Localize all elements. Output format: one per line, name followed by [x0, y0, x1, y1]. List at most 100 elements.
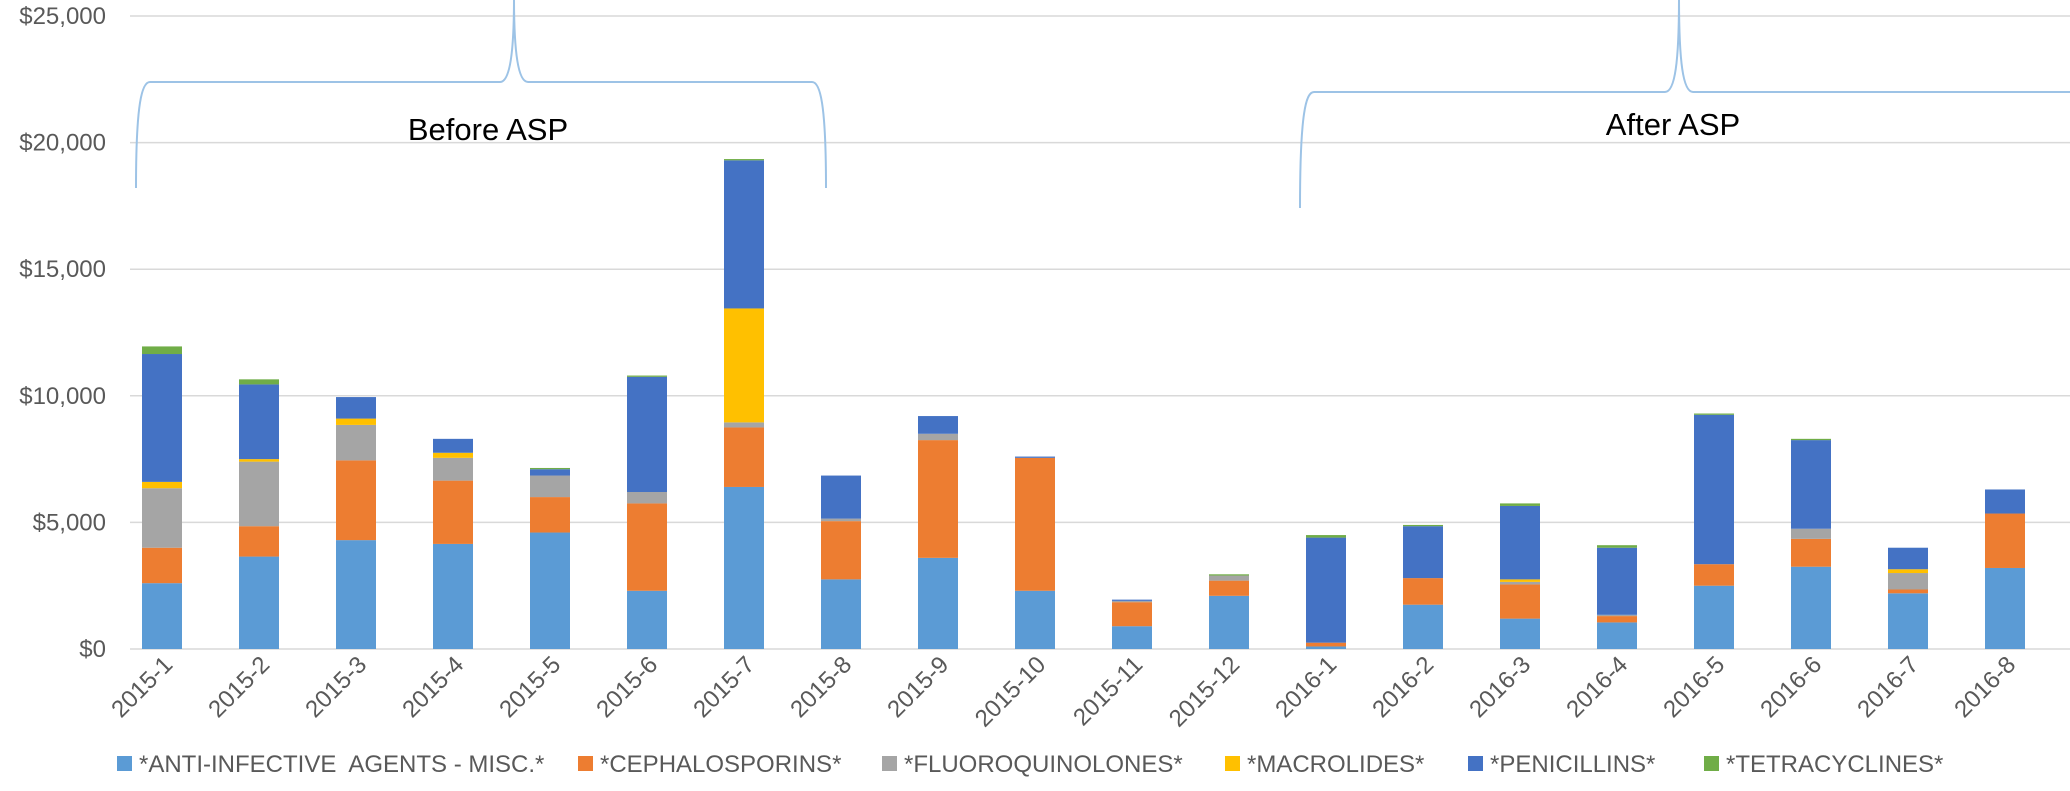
x-tick-label: 2015-9: [882, 651, 954, 723]
bar-segment-2015-1-2: [142, 488, 182, 548]
bar-segment-2015-8-1: [821, 521, 861, 580]
x-tick-label: 2015-2: [203, 651, 275, 723]
x-tick-label: 2016-8: [1949, 651, 2021, 723]
bar-segment-2016-2-4: [1403, 526, 1443, 579]
bar-segment-2016-3-3: [1500, 579, 1540, 582]
bar-segment-2016-3-2: [1500, 581, 1540, 585]
bar-segment-2016-7-1: [1888, 589, 1928, 594]
bar-stack-2016-1: [1306, 535, 1346, 649]
y-tick-label: $15,000: [19, 256, 106, 283]
legend-swatch: [1225, 756, 1240, 771]
legend-label: *ANTI-INFECTIVE AGENTS - MISC.*: [139, 751, 544, 778]
annotation-label: Before ASP: [408, 112, 568, 147]
x-tick-label: 2016-6: [1755, 651, 1827, 723]
annotations: Before ASP After ASP: [135, 0, 2070, 209]
bar-segment-2015-4-4: [433, 438, 473, 453]
bar-stack-2016-7: [1888, 547, 1928, 649]
bar-segment-2016-4-2: [1597, 614, 1637, 617]
bar-segment-2016-2-5: [1403, 524, 1443, 527]
bar-segment-2015-7-3: [724, 308, 764, 423]
bar-segment-2016-6-2: [1791, 528, 1831, 539]
bar-segment-2016-3-1: [1500, 584, 1540, 619]
x-tick-label: 2016-1: [1270, 651, 1342, 723]
bar-segment-2015-9-2: [918, 433, 958, 441]
bar-segment-2016-3-4: [1500, 505, 1540, 580]
bar-segment-2016-7-4: [1888, 547, 1928, 570]
bar-segment-2015-1-5: [142, 346, 182, 355]
bar-segment-2015-3-2: [336, 424, 376, 461]
legend-label: *PENICILLINS*: [1490, 751, 1655, 778]
x-axis-tick-labels: 2015-1 2015-2 2015-3 2015-4 2015-5 2015-6 2015…: [106, 651, 2021, 732]
y-tick-label: $5,000: [33, 509, 106, 536]
bar-stack-2016-8: [1985, 489, 2025, 649]
legend-label: *FLUOROQUINOLONES*: [904, 751, 1183, 778]
bar-segment-2016-4-4: [1597, 547, 1637, 615]
x-tick-label: 2015-12: [1164, 651, 1245, 732]
bar-segment-2015-1-1: [142, 547, 182, 584]
legend-label: *CEPHALOSPORINS*: [600, 751, 841, 778]
bar-segment-2016-8-4: [1985, 489, 2025, 514]
x-tick-label: 2015-7: [688, 651, 760, 723]
y-tick-label: $10,000: [19, 383, 106, 410]
bar-segment-2016-6-1: [1791, 538, 1831, 567]
bar-segment-2015-6-4: [627, 376, 667, 493]
bar-segment-2016-6-0: [1791, 566, 1831, 649]
bar-segment-2015-11-1: [1112, 602, 1152, 627]
bar-segment-2015-2-3: [239, 459, 279, 462]
y-tick-label: $0: [79, 636, 106, 663]
bar-segment-2015-3-4: [336, 397, 376, 419]
bar-segment-2015-4-2: [433, 457, 473, 481]
bar-segment-2015-11-0: [1112, 626, 1152, 649]
bar-segment-2015-7-1: [724, 427, 764, 487]
bar-segment-2015-1-0: [142, 583, 182, 649]
bar-segment-2015-8-0: [821, 579, 861, 649]
bar-segment-2016-2-0: [1403, 604, 1443, 649]
bar-segment-2016-1-4: [1306, 537, 1346, 643]
bar-segment-2015-2-1: [239, 526, 279, 557]
bar-segment-2015-5-2: [530, 475, 570, 498]
legend-swatch: [578, 756, 593, 771]
bar-stack-2015-9: [918, 416, 958, 649]
bar-segment-2015-5-0: [530, 532, 570, 649]
bar-segment-2015-6-1: [627, 503, 667, 591]
bar-segment-2015-12-0: [1209, 595, 1249, 649]
bar-segment-2015-2-5: [239, 379, 279, 385]
bar-segment-2015-7-2: [724, 422, 764, 428]
bar-stack-2015-11: [1112, 599, 1152, 649]
bar-segment-2015-4-3: [433, 452, 473, 458]
bar-segment-2015-3-3: [336, 418, 376, 425]
legend-swatch: [882, 756, 897, 771]
x-tick-label: 2015-8: [785, 651, 857, 723]
bar-segment-2015-9-0: [918, 557, 958, 649]
bar-segment-2015-2-0: [239, 556, 279, 649]
bar-segment-2016-4-5: [1597, 545, 1637, 548]
x-tick-label: 2016-3: [1464, 651, 1536, 723]
bar-segment-2015-4-0: [433, 543, 473, 649]
legend-entry-0: *ANTI-INFECTIVE AGENTS - MISC.*: [117, 751, 544, 778]
y-tick-label: $20,000: [19, 130, 106, 157]
bar-segment-2016-6-5: [1791, 438, 1831, 441]
annotation-label: After ASP: [1606, 107, 1740, 142]
bar-segment-2015-5-5: [530, 467, 570, 470]
bar-segment-2015-1-3: [142, 481, 182, 489]
bar-segment-2015-11-2: [1112, 600, 1152, 603]
bar-segment-2016-4-1: [1597, 616, 1637, 623]
bar-segment-2015-2-4: [239, 384, 279, 460]
bar-stack-2015-5: [530, 467, 570, 649]
legend-swatch: [1468, 756, 1483, 771]
bar-segment-2015-6-5: [627, 375, 667, 377]
bar-segment-2016-5-0: [1694, 585, 1734, 649]
bar-segment-2016-3-0: [1500, 618, 1540, 649]
x-tick-label: 2016-2: [1367, 651, 1439, 723]
x-tick-label: 2015-5: [494, 651, 566, 723]
legend-entry-1: *CEPHALOSPORINS*: [578, 751, 841, 778]
x-tick-label: 2015-11: [1068, 651, 1148, 731]
bar-segment-2015-5-4: [530, 469, 570, 476]
bar-stack-2015-4: [433, 438, 473, 649]
bar-segment-2015-7-5: [724, 159, 764, 161]
bar-segment-2015-7-0: [724, 486, 764, 649]
bar-stack-2015-2: [239, 379, 279, 649]
bar-segment-2016-1-1: [1306, 642, 1346, 647]
bar-segment-2016-7-3: [1888, 569, 1928, 574]
